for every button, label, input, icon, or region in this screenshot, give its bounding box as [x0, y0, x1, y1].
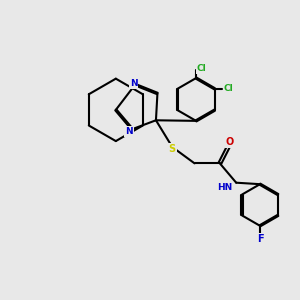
Text: N: N	[125, 127, 133, 136]
Text: F: F	[257, 235, 263, 244]
Text: S: S	[169, 144, 176, 154]
Text: HN: HN	[218, 183, 232, 192]
Text: Cl: Cl	[224, 84, 234, 93]
Text: Cl: Cl	[196, 64, 206, 73]
Text: N: N	[130, 79, 137, 88]
Text: O: O	[226, 137, 234, 147]
